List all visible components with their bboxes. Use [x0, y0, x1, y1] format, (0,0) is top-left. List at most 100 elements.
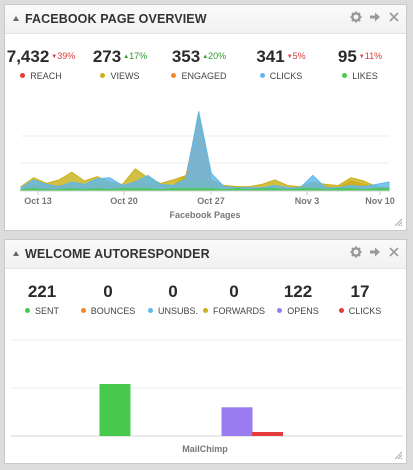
autoresponder-widget: WELCOME AUTORESPONDER 221 SENT 0 BOUNCES 0 UN… — [4, 239, 407, 464]
stat-change-text: 39% — [57, 51, 76, 61]
stat-value-text: 0 — [103, 282, 113, 301]
facebook-overview-widget: FACEBOOK PAGE OVERVIEW 7,432 ▼39% REACH 273… — [4, 4, 407, 231]
collapse-caret-icon[interactable] — [13, 251, 19, 256]
stat-label-text: CLICKS — [269, 71, 303, 81]
x-tick-label: Oct 27 — [197, 196, 225, 206]
legend-dot-icon — [80, 308, 86, 313]
widget-header[interactable]: FACEBOOK PAGE OVERVIEW — [5, 5, 406, 34]
stat-value-text: 122 — [283, 282, 313, 301]
arrow-right-icon[interactable] — [369, 246, 381, 258]
legend-dot-icon — [20, 73, 26, 78]
stat-value: 341 ▼5% — [241, 47, 321, 67]
widget-controls — [350, 11, 400, 23]
stat-value-text: 0 — [168, 282, 178, 301]
stat-label: REACH — [1, 71, 81, 81]
stat-label: LIKES — [320, 71, 400, 81]
x-tick-label: Oct 13 — [24, 196, 52, 206]
stat-opens: 122 OPENS — [258, 282, 338, 316]
legend-dot-icon — [202, 308, 208, 313]
stat-label: SENT — [2, 306, 82, 316]
stat-clicks: 341 ▼5% CLICKS — [241, 47, 321, 81]
stat-value: 353 ▲20% — [159, 47, 239, 67]
stat-value-text: 95 — [337, 47, 357, 66]
stat-label-text: SENT — [34, 306, 59, 316]
widget-header[interactable]: WELCOME AUTORESPONDER — [5, 240, 406, 269]
stat-label-text: BOUNCES — [90, 306, 136, 316]
legend-dot-icon — [338, 308, 344, 313]
arrow-right-icon[interactable] — [369, 11, 381, 23]
stat-sent: 221 SENT — [2, 282, 82, 316]
stat-change-down: ▼11% — [359, 51, 382, 61]
stat-change-up: ▲20% — [202, 51, 226, 61]
bar-opens — [221, 407, 253, 437]
resize-handle-icon[interactable] — [394, 451, 403, 460]
collapse-caret-icon[interactable] — [13, 16, 19, 21]
stat-label: BOUNCES — [68, 306, 148, 316]
area-series-2 — [20, 111, 390, 192]
resize-handle-icon[interactable] — [394, 218, 403, 227]
stat-change-text: 20% — [208, 51, 227, 61]
close-icon[interactable] — [388, 246, 400, 258]
stat-reach: 7,432 ▼39% REACH — [1, 47, 81, 81]
stat-label: ENGAGED — [159, 71, 239, 81]
stat-label-text: VIEWS — [110, 71, 140, 81]
stat-bounces: 0 BOUNCES — [68, 282, 148, 316]
stat-change-text: 5% — [292, 51, 306, 61]
stat-views: 273 ▲17% VIEWS — [80, 47, 160, 81]
stat-value: 122 — [258, 282, 338, 302]
stat-unsubs: 0 UNSUBS. — [133, 282, 213, 316]
stat-value-text: 273 — [92, 47, 122, 66]
stats-row: 221 SENT 0 BOUNCES 0 UNSUBS. 0 FORWARDS 122 OPENS… — [5, 282, 406, 322]
x-tick-label: Nov 10 — [365, 196, 395, 206]
x-axis-label: Facebook Pages — [169, 210, 240, 220]
stat-change-down: ▼39% — [51, 51, 75, 61]
widget-title-text: WELCOME AUTORESPONDER — [25, 247, 210, 261]
gear-icon[interactable] — [350, 11, 362, 23]
stat-label: OPENS — [258, 306, 338, 316]
stat-value-text: 17 — [350, 282, 370, 301]
widget-title: FACEBOOK PAGE OVERVIEW — [13, 12, 207, 26]
close-icon[interactable] — [388, 11, 400, 23]
stat-likes: 95 ▼11% LIKES — [320, 47, 400, 81]
triangle-down-icon: ▼ — [358, 54, 365, 60]
stat-label-text: OPENS — [287, 306, 319, 316]
stat-label-text: ENGAGED — [181, 71, 227, 81]
stat-label-text: CLICKS — [348, 306, 382, 316]
stat-value: 7,432 ▼39% — [1, 47, 81, 67]
legend-dot-icon — [100, 73, 106, 78]
stat-label: CLICKS — [241, 71, 321, 81]
x-tick-label: Nov 3 — [295, 196, 320, 206]
stat-value: 221 — [2, 282, 82, 302]
widget-controls — [350, 246, 400, 258]
stat-label: FORWARDS — [194, 306, 274, 316]
area-series-3 — [20, 188, 390, 192]
legend-dot-icon — [277, 308, 283, 313]
legend-dot-icon — [147, 308, 153, 313]
stats-row: 7,432 ▼39% REACH 273 ▲17% VIEWS 353 ▲20% ENGAGED… — [5, 47, 406, 87]
stat-value-text: 0 — [229, 282, 239, 301]
triangle-down-icon: ▼ — [286, 54, 293, 60]
stat-value: 17 — [320, 282, 400, 302]
stat-change-text: 17% — [129, 51, 148, 61]
stat-label-text: LIKES — [352, 71, 378, 81]
stat-engaged: 353 ▲20% ENGAGED — [159, 47, 239, 81]
legend-dot-icon — [24, 308, 30, 313]
stat-value: 273 ▲17% — [80, 47, 160, 67]
stat-label-text: FORWARDS — [212, 306, 265, 316]
widget-title: WELCOME AUTORESPONDER — [13, 247, 210, 261]
stat-value: 0 — [194, 282, 274, 302]
stat-label-text: REACH — [30, 71, 62, 81]
stat-forwards: 0 FORWARDS — [194, 282, 274, 316]
widget-title-text: FACEBOOK PAGE OVERVIEW — [25, 12, 207, 26]
x-tick-label: Oct 20 — [110, 196, 138, 206]
stat-value: 0 — [133, 282, 213, 302]
triangle-up-icon: ▲ — [123, 54, 130, 60]
gear-icon[interactable] — [350, 246, 362, 258]
bar-clicks — [252, 432, 283, 437]
stat-change-down: ▼5% — [287, 51, 306, 61]
legend-dot-icon — [259, 73, 265, 78]
stat-value-text: 221 — [27, 282, 57, 301]
x-axis-label: MailChimp — [182, 444, 228, 454]
triangle-up-icon: ▲ — [202, 54, 209, 60]
legend-dot-icon — [171, 73, 177, 78]
